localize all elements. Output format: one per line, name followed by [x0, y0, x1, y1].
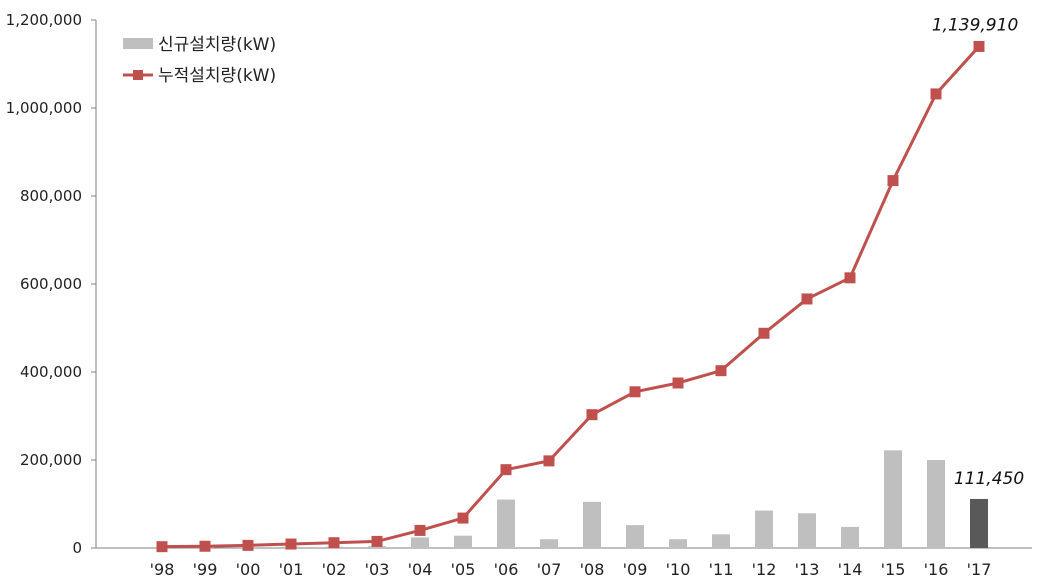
y-tick-label: 800,000	[20, 187, 82, 205]
x-tick-label: '13	[795, 560, 820, 579]
bar-new-install	[669, 539, 687, 548]
bar-new-install	[970, 498, 988, 548]
x-tick-label: '03	[365, 560, 390, 579]
x-tick-label: '04	[408, 560, 433, 579]
bar-new-install	[583, 501, 601, 548]
cumulative-point	[242, 539, 254, 551]
x-tick-label: '98	[150, 560, 175, 579]
x-tick-label: '16	[924, 560, 949, 579]
cumulative-point	[973, 40, 985, 52]
cumulative-point	[887, 175, 899, 187]
cumulative-point	[629, 386, 641, 398]
y-tick-label: 0	[72, 539, 82, 557]
y-tick-label: 400,000	[20, 363, 82, 381]
x-tick-label: '00	[236, 560, 261, 579]
bar-new-install	[841, 526, 859, 548]
x-axis: '98 '99 '00 '01 '02 '03 '04 '05 '06 '07 '08 '09 '10 '…	[96, 547, 1032, 579]
x-tick-label: '11	[709, 560, 734, 579]
line-series	[156, 40, 985, 553]
x-tick-label: '01	[279, 560, 304, 579]
data-labels: 1,139,910 111,450	[932, 15, 1024, 489]
bar-new-install	[884, 450, 902, 548]
cumulative-point	[844, 272, 856, 284]
x-tick-label: '12	[752, 560, 777, 579]
cumulative-point	[500, 464, 512, 476]
cumulative-point	[543, 455, 555, 467]
x-tick-label: '05	[451, 560, 476, 579]
cumulative-point	[199, 540, 211, 552]
x-tick-label: '99	[193, 560, 218, 579]
cumulative-point	[457, 512, 469, 524]
y-tick-label: 200,000	[20, 451, 82, 469]
y-tick-label: 600,000	[20, 275, 82, 293]
cumulative-line	[161, 45, 981, 549]
y-tick-label: 1,000,000	[6, 99, 82, 117]
legend-line-marker	[133, 70, 143, 80]
cumulative-point	[414, 524, 426, 536]
bar-new-install	[540, 539, 558, 548]
x-tick-label: '07	[537, 560, 562, 579]
cumulative-point	[285, 538, 297, 550]
y-tick-label: 1,200,000	[6, 11, 82, 29]
cumulative-point	[371, 535, 383, 547]
x-tick-label: '14	[838, 560, 863, 579]
y-axis: 0 200,000 400,000 600,000 800,000 1,000,000 1,…	[6, 11, 97, 557]
bar-new-install	[411, 537, 429, 548]
cumulative-point	[586, 409, 598, 421]
x-tick-label: '02	[322, 560, 347, 579]
bar-new-install	[626, 525, 644, 548]
x-tick-label: '08	[580, 560, 605, 579]
cumulative-point	[328, 537, 340, 549]
bar-new-install	[755, 510, 773, 548]
cumulative-point	[930, 88, 942, 100]
x-tick-label: '15	[881, 560, 906, 579]
cumulative-point	[758, 327, 770, 339]
legend-bar-label: 신규설치량(kW)	[158, 35, 276, 55]
x-tick-label: '09	[623, 560, 648, 579]
bar-new-install	[927, 460, 945, 548]
bar-new-install	[454, 535, 472, 548]
legend-bar-swatch	[123, 38, 153, 49]
bar-new-install	[497, 499, 515, 548]
cumulative-point	[801, 293, 813, 305]
new-last-label: 111,450	[954, 469, 1024, 489]
x-tick-label: '17	[967, 560, 992, 579]
x-tick-label: '10	[666, 560, 691, 579]
x-tick-label: '06	[494, 560, 519, 579]
bar-new-install	[712, 534, 730, 548]
legend: 신규설치량(kW) 누적설치량(kW)	[123, 35, 276, 86]
bar-new-install	[368, 546, 386, 548]
cumulative-point	[156, 541, 168, 553]
cumulative-point	[715, 365, 727, 377]
legend-line-label: 누적설치량(kW)	[158, 66, 276, 86]
bar-series	[153, 450, 988, 548]
cumulative-last-label: 1,139,910	[932, 15, 1019, 35]
bar-new-install	[798, 513, 816, 548]
cumulative-point	[672, 377, 684, 389]
